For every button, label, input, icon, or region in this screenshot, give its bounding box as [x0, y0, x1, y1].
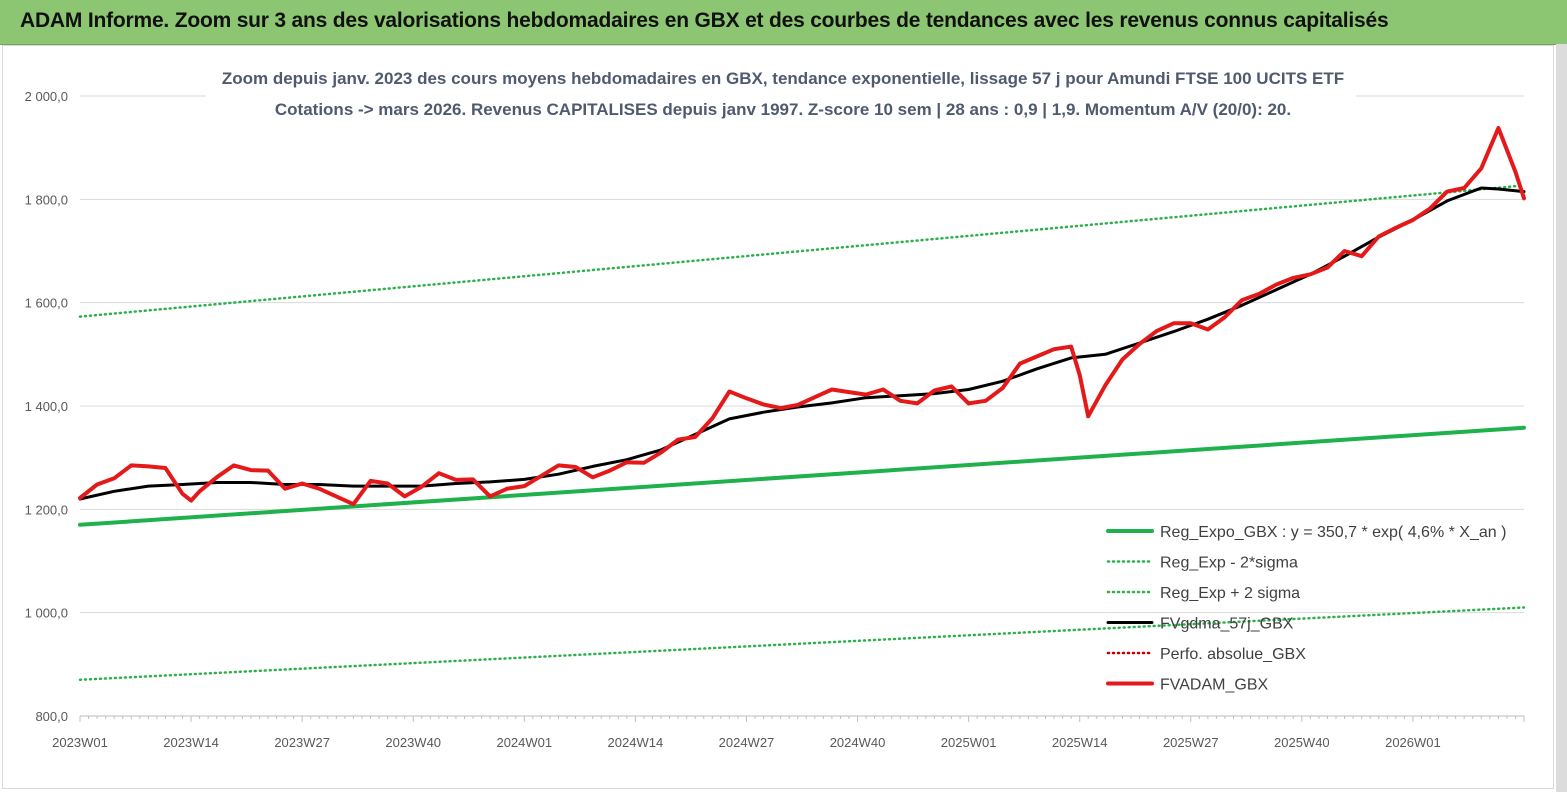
y-tick-label: 1 600,0	[25, 296, 68, 311]
x-tick-label: 2025W27	[1163, 735, 1219, 750]
chart-title-line-2: Cotations -> mars 2026. Revenus CAPITALI…	[275, 100, 1291, 119]
banner-title: ADAM Informe. Zoom sur 3 ans des valoris…	[20, 9, 1389, 32]
x-tick-label: 2025W40	[1274, 735, 1330, 750]
x-tick-label: 2023W14	[163, 735, 219, 750]
x-tick-label: 2026W01	[1385, 735, 1441, 750]
x-tick-label: 2025W14	[1052, 735, 1108, 750]
y-tick-label: 1 200,0	[25, 502, 68, 517]
x-tick-label: 2023W40	[385, 735, 441, 750]
x-tick-label: 2024W40	[830, 735, 886, 750]
chart-title-block: Zoom depuis janv. 2023 des cours moyens …	[206, 60, 1356, 124]
series-line-5	[78, 126, 1526, 507]
legend-label: Reg_Exp - 2*sigma	[1160, 555, 1298, 572]
window-edge	[1556, 44, 1567, 792]
x-tick-label: 2024W14	[608, 735, 664, 750]
chart-title-backdrop	[206, 60, 1356, 124]
legend-label: Reg_Expo_GBX : y = 350,7 * exp( 4,6% * X…	[1160, 524, 1506, 541]
legend-label: FVADAM_GBX	[1160, 677, 1269, 694]
y-tick-label: 1 400,0	[25, 399, 68, 414]
series-line-1	[78, 606, 1526, 682]
y-tick-label: 1 000,0	[25, 606, 68, 621]
x-tick-label: 2023W01	[52, 735, 108, 750]
series-line-3	[78, 186, 1526, 501]
legend-label: Perfo. absolue_GBX	[1160, 646, 1306, 663]
x-tick-label: 2023W27	[274, 735, 330, 750]
chart-title-line-1: Zoom depuis janv. 2023 des cours moyens …	[222, 69, 1344, 88]
legend: Reg_Expo_GBX : y = 350,7 * exp( 4,6% * X…	[1106, 524, 1506, 694]
banner: ADAM Informe. Zoom sur 3 ans des valoris…	[0, 0, 1567, 45]
y-tick-label: 800,0	[35, 709, 68, 724]
x-tick-label: 2025W01	[941, 735, 997, 750]
x-tick-label: 2024W01	[496, 735, 552, 750]
legend-label: FVgdma_57j_GBX	[1160, 616, 1294, 633]
x-tick-label: 2024W27	[719, 735, 775, 750]
chart-border	[2, 45, 1554, 789]
series-line-0	[78, 425, 1526, 527]
series-layer	[78, 126, 1526, 682]
axis-layer: 800,0 1 000,0 1 200,0 1 400,0 1 600,0 1 800,0…	[25, 89, 1525, 750]
legend-label: Reg_Exp + 2 sigma	[1160, 585, 1300, 602]
series-line-2	[78, 184, 1526, 318]
y-tick-label: 1 800,0	[25, 192, 68, 207]
y-tick-label: 2 000,0	[25, 89, 68, 104]
